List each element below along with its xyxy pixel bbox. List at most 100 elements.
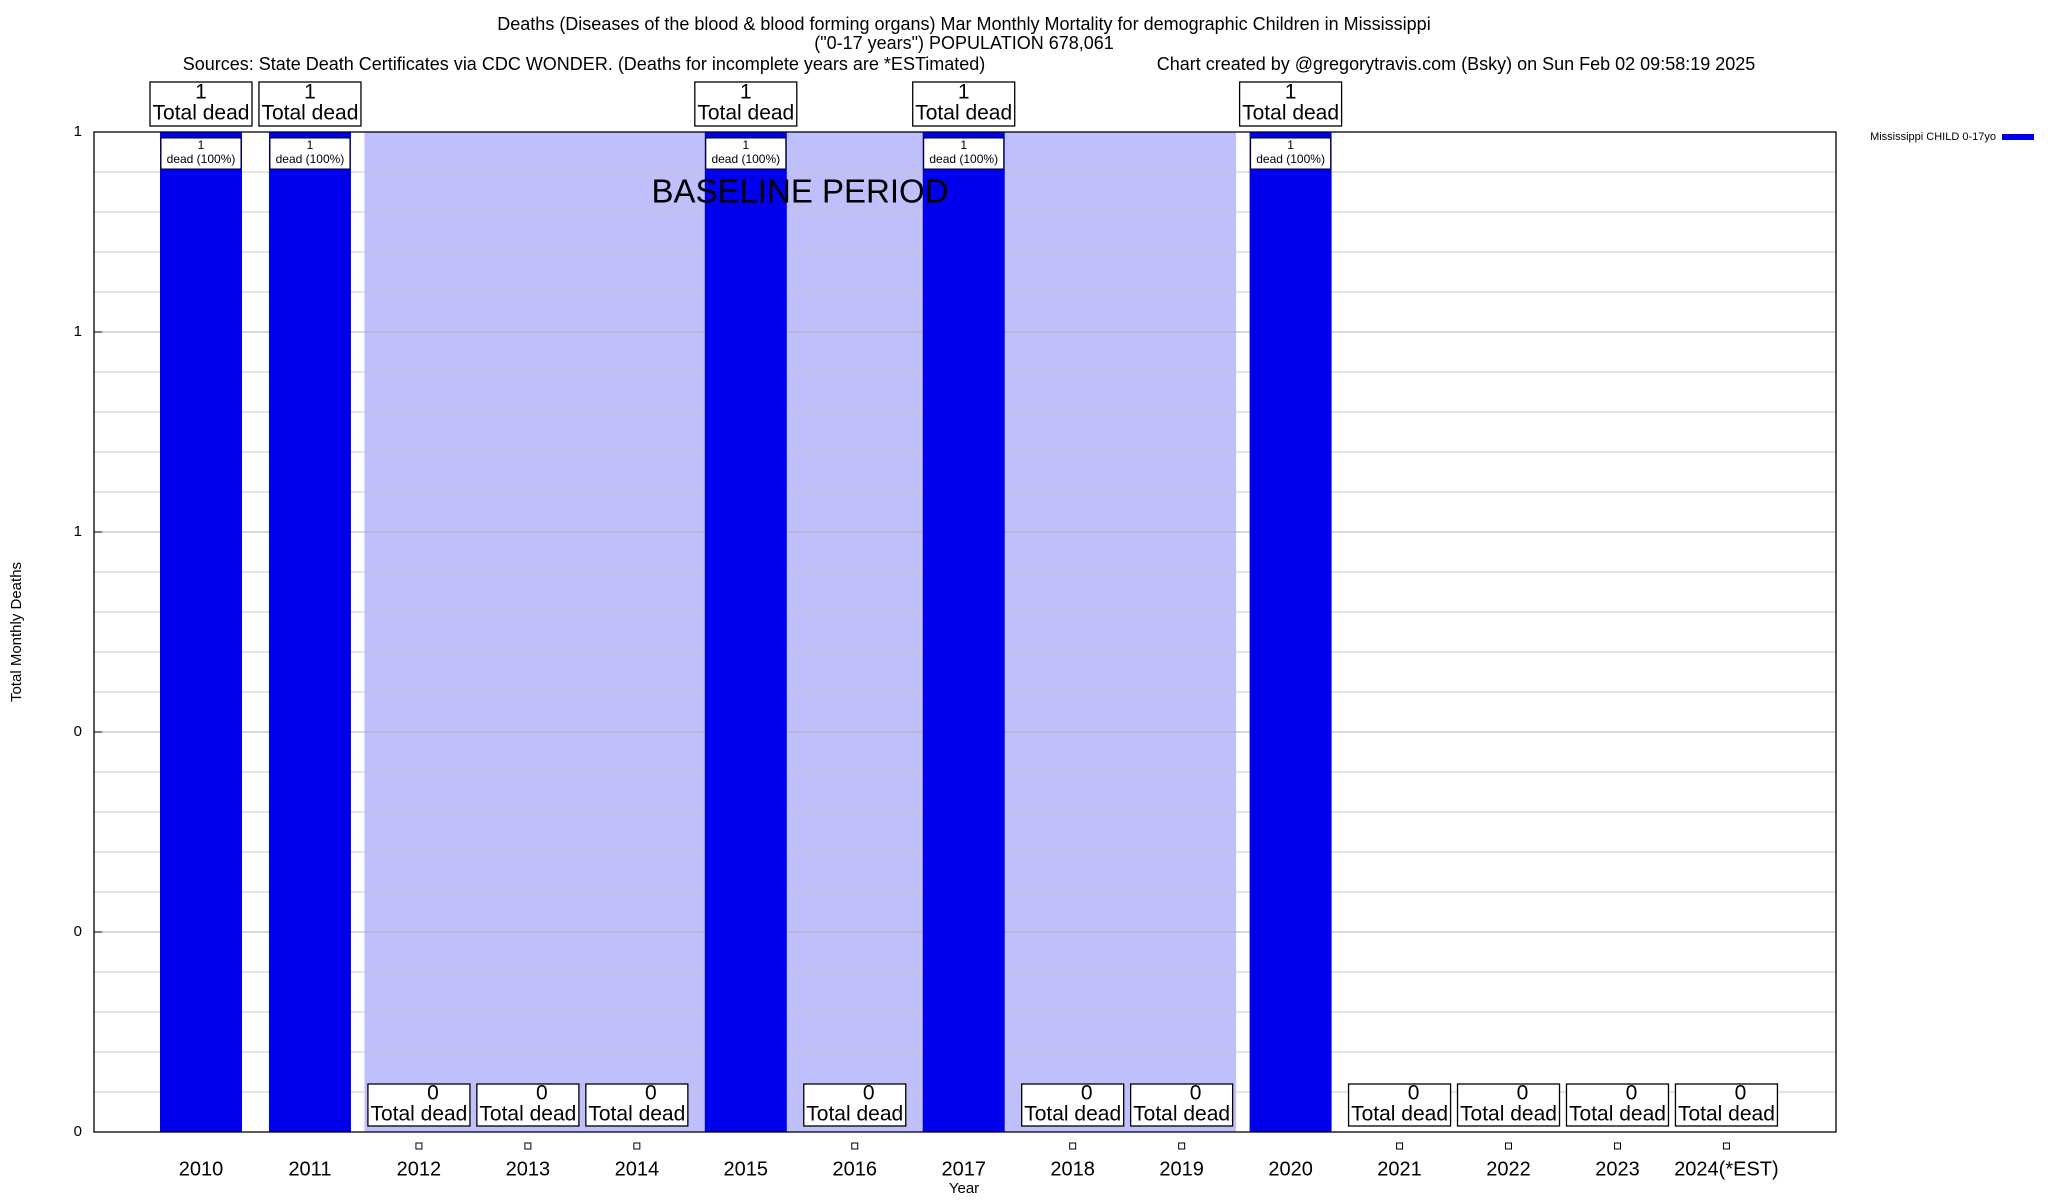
total-text: Total dead: [1569, 1103, 1666, 1126]
total-box: [1129, 1083, 1234, 1127]
total-value: 0: [863, 1082, 875, 1105]
y-axis-label: Total Monthly Deaths: [8, 562, 25, 702]
total-text: Total dead: [153, 102, 250, 125]
total-text: Total dead: [479, 1103, 576, 1126]
y-tick-label: 1: [74, 323, 82, 340]
total-value: 1: [958, 81, 970, 104]
total-value: 0: [427, 1082, 439, 1105]
total-box: [1565, 1083, 1670, 1127]
zero-marker: [1722, 1142, 1730, 1150]
x-axis-label: Year: [949, 1180, 979, 1197]
total-value: 1: [740, 81, 752, 104]
share-box: [1250, 137, 1332, 170]
share-value: 1: [198, 138, 205, 152]
x-tick-label: 2023: [1595, 1158, 1640, 1180]
chart-title: Deaths (Diseases of the blood & blood fo…: [497, 14, 1430, 34]
x-tick-label: 2010: [179, 1158, 224, 1180]
zero-marker: [1505, 1142, 1513, 1150]
share-value: 1: [307, 138, 314, 152]
x-tick-label: 2017: [941, 1158, 986, 1180]
share-box: [705, 137, 787, 170]
bar: [704, 132, 787, 1132]
bar: [160, 132, 242, 1132]
y-tick-label: 1: [74, 123, 82, 140]
bar: [1249, 132, 1332, 1132]
total-value: 0: [645, 1082, 657, 1105]
share-text: dead (100%): [929, 152, 998, 166]
credit-note: Chart created by @gregorytravis.com (Bsk…: [1157, 54, 1756, 74]
total-value: 0: [1626, 1082, 1638, 1105]
total-box: [1674, 1083, 1779, 1127]
zero-marker: [524, 1142, 532, 1150]
total-text: Total dead: [1024, 1103, 1121, 1126]
total-value: 0: [1081, 1082, 1093, 1105]
total-text: Total dead: [370, 1103, 467, 1126]
total-text: Total dead: [1351, 1103, 1448, 1126]
share-box: [269, 137, 351, 170]
bar: [268, 132, 351, 1132]
zero-marker: [1069, 1142, 1077, 1150]
x-tick-label: 2020: [1268, 1158, 1313, 1180]
total-box: [1021, 1083, 1125, 1127]
total-value: 0: [1190, 1082, 1202, 1105]
total-value: 0: [1735, 1082, 1747, 1105]
legend-label: Mississippi CHILD 0-17yo: [1870, 131, 1996, 143]
total-text: Total dead: [1678, 1103, 1775, 1126]
y-tick-label: 0: [74, 1123, 82, 1140]
x-tick-label: 2015: [724, 1158, 769, 1180]
zero-marker: [415, 1142, 423, 1150]
y-tick-label: 1: [74, 523, 82, 540]
share-box: [160, 137, 242, 170]
x-tick-label: 2016: [833, 1158, 878, 1180]
y-tick-label: 0: [74, 923, 82, 940]
total-value: 0: [536, 1082, 548, 1105]
share-text: dead (100%): [711, 152, 780, 166]
total-value: 0: [1517, 1082, 1529, 1105]
share-text: dead (100%): [167, 152, 236, 166]
total-box: [149, 81, 253, 127]
chart-subtitle: ("0-17 years") POPULATION 678,061: [814, 33, 1114, 53]
x-tick-label: 2019: [1159, 1158, 1204, 1180]
total-text: Total dead: [697, 102, 794, 125]
source-note: Sources: State Death Certificates via CD…: [183, 54, 986, 74]
total-value: 1: [304, 81, 316, 104]
total-text: Total dead: [261, 102, 358, 125]
total-box: [912, 81, 1016, 127]
zero-marker: [1396, 1142, 1404, 1150]
total-box: [694, 81, 798, 127]
total-text: Total dead: [1242, 102, 1339, 125]
x-tick-label: 2012: [397, 1158, 442, 1180]
total-text: Total dead: [1460, 1103, 1557, 1126]
baseline-label: BASELINE PERIOD: [651, 173, 948, 210]
x-tick-label: 2024(*EST): [1674, 1158, 1779, 1180]
total-box: [476, 1083, 580, 1127]
total-box: [1238, 81, 1343, 127]
zero-marker: [1178, 1142, 1186, 1150]
share-box: [923, 137, 1005, 170]
zero-marker: [851, 1142, 859, 1150]
total-text: Total dead: [806, 1103, 903, 1126]
x-tick-label: 2014: [615, 1158, 660, 1180]
total-text: Total dead: [915, 102, 1012, 125]
bar: [922, 132, 1005, 1132]
share-value: 1: [1287, 138, 1294, 152]
share-text: dead (100%): [276, 152, 345, 166]
x-tick-label: 2021: [1377, 1158, 1422, 1180]
total-value: 1: [1285, 81, 1297, 104]
zero-marker: [1613, 1142, 1621, 1150]
x-tick-label: 2011: [288, 1158, 331, 1180]
x-tick-label: 2013: [506, 1158, 551, 1180]
total-box: [803, 1083, 907, 1127]
total-box: [258, 81, 362, 127]
total-text: Total dead: [588, 1103, 685, 1126]
total-box: [367, 1083, 471, 1127]
total-value: 0: [1408, 1082, 1420, 1105]
total-box: [1347, 1083, 1452, 1127]
total-text: Total dead: [1133, 1103, 1230, 1126]
share-value: 1: [960, 138, 967, 152]
total-value: 1: [195, 81, 207, 104]
share-value: 1: [742, 138, 749, 152]
total-box: [1456, 1083, 1561, 1127]
x-tick-label: 2022: [1486, 1158, 1531, 1180]
